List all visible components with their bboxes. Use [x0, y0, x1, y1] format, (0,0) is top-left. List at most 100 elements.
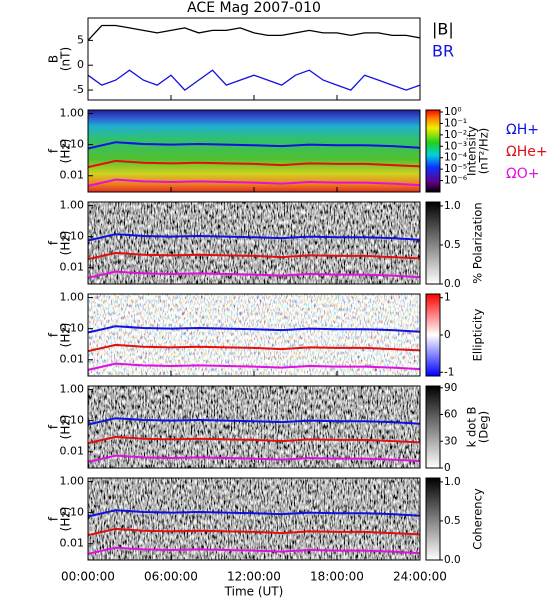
series-line	[87, 141, 421, 150]
spectrogram-image	[88, 386, 420, 468]
y-tick-label: 1.00	[60, 475, 85, 488]
colorbar-tick-label: 10⁻²	[444, 129, 467, 141]
colorbar-label: Intensity	[465, 126, 479, 176]
x-tick-label: 24:00:00	[393, 570, 447, 584]
series-line	[87, 270, 421, 279]
colorbar-tick-label: 1	[444, 292, 451, 304]
spectrogram-image	[88, 110, 420, 192]
panel-frame	[87, 201, 421, 285]
colorbar-label: Coherency	[471, 488, 485, 550]
y-axis-label: (Hz)	[59, 139, 73, 164]
colorbar-tick-label: 0.5	[444, 239, 461, 251]
y-tick-label: 0.01	[60, 353, 85, 366]
spectrogram-image	[88, 294, 420, 376]
figure-title: ACE Mag 2007-010	[187, 0, 321, 16]
x-tick-label: 12:00:00	[227, 570, 281, 584]
colorbar-tick-label: 90	[444, 382, 457, 394]
colorbar-tick-label: 10⁻⁴	[444, 152, 467, 164]
series-line	[87, 325, 421, 334]
colorbar	[425, 385, 441, 469]
series-line	[87, 509, 421, 518]
colorbar	[425, 293, 441, 377]
y-axis-label: (nT)	[59, 47, 73, 71]
colorbar-tick-label: 10⁻⁶	[444, 175, 467, 187]
y-tick-label: 0.01	[60, 537, 85, 550]
colorbar-tick-label: 0.0	[444, 554, 461, 566]
colorbar-label: (nT²/Hz)	[477, 128, 491, 174]
colorbar	[425, 201, 441, 285]
series-line	[87, 435, 421, 445]
y-axis-label: f	[47, 240, 61, 245]
colorbar-label: % Polarization	[471, 202, 485, 283]
series-line	[87, 546, 421, 555]
colorbar-tick-label: 10⁰	[444, 106, 462, 118]
series-line	[87, 343, 421, 353]
y-tick-label: 0.10	[60, 138, 85, 151]
series-line	[87, 251, 421, 261]
x-axis-label: Time (UT)	[224, 585, 284, 599]
y-axis-label: (Hz)	[59, 231, 73, 256]
panel-frame	[87, 385, 421, 469]
x-tick-label: 00:00:00	[61, 570, 115, 584]
colorbar-tick-label: 30	[444, 435, 457, 447]
y-axis-label: (Hz)	[59, 323, 73, 348]
colorbar-label: k dot B	[465, 407, 479, 448]
panel-frame	[87, 477, 421, 561]
colorbar-tick-label: 60	[444, 409, 457, 421]
colorbar-tick-label: 1.0	[444, 476, 461, 488]
legend-label: BR	[432, 42, 454, 61]
legend-label: ΩO+	[506, 166, 539, 182]
y-axis-label: f	[47, 424, 61, 429]
series-line	[87, 233, 421, 242]
y-tick-label: 0.10	[60, 414, 85, 427]
panel-frame	[87, 109, 421, 193]
y-tick-label: 0	[77, 58, 84, 71]
panel-frame	[87, 17, 421, 101]
y-tick-label: 5	[77, 33, 84, 46]
y-tick-label: 1.00	[60, 291, 85, 304]
panel-frame	[87, 293, 421, 377]
colorbar-tick-label: -1	[444, 366, 454, 378]
series-line	[87, 24, 421, 41]
colorbar-label: (Deg)	[477, 411, 491, 443]
y-axis-label: f	[47, 332, 61, 337]
y-axis-label: (Hz)	[59, 415, 73, 440]
series-line	[87, 527, 421, 537]
x-tick-label: 06:00:00	[144, 570, 198, 584]
y-tick-label: 1.00	[60, 199, 85, 212]
colorbar-tick-label: 1.0	[444, 200, 461, 212]
colorbar-tick-label: 0.5	[444, 515, 461, 527]
y-tick-label: 0.01	[60, 445, 85, 458]
y-axis-label: f	[47, 516, 61, 521]
spectrogram-image	[88, 478, 420, 560]
series-line	[87, 159, 421, 169]
colorbar	[425, 477, 441, 561]
x-tick-label: 18:00:00	[310, 570, 364, 584]
colorbar-label: Ellipticity	[471, 308, 485, 361]
y-tick-label: 1.00	[60, 107, 85, 120]
y-axis-label: f	[47, 148, 61, 153]
y-tick-label: 0.10	[60, 230, 85, 243]
y-tick-label: 0.10	[60, 322, 85, 335]
series-line	[87, 69, 421, 91]
y-tick-label: 0.10	[60, 506, 85, 519]
y-axis-label: B	[47, 55, 61, 63]
spectrogram-image	[88, 202, 420, 284]
colorbar-tick-label: 0	[444, 462, 451, 474]
series-line	[87, 178, 421, 187]
colorbar-tick-label: 10⁻¹	[444, 117, 467, 129]
legend-label: ΩHe+	[506, 144, 548, 160]
y-tick-label: -5	[73, 83, 84, 96]
y-tick-label: 1.00	[60, 383, 85, 396]
series-line	[87, 417, 421, 426]
colorbar-tick-label: 0.0	[444, 278, 461, 290]
colorbar-tick-label: 10⁻³	[444, 140, 467, 152]
legend-label: ΩH+	[506, 122, 539, 138]
legend-label: |B|	[432, 20, 454, 39]
y-axis-label: (Hz)	[59, 507, 73, 532]
y-tick-label: 0.01	[60, 261, 85, 274]
colorbar-tick-label: 10⁻⁵	[444, 163, 467, 175]
y-tick-label: 0.01	[60, 169, 85, 182]
colorbar	[425, 109, 441, 193]
